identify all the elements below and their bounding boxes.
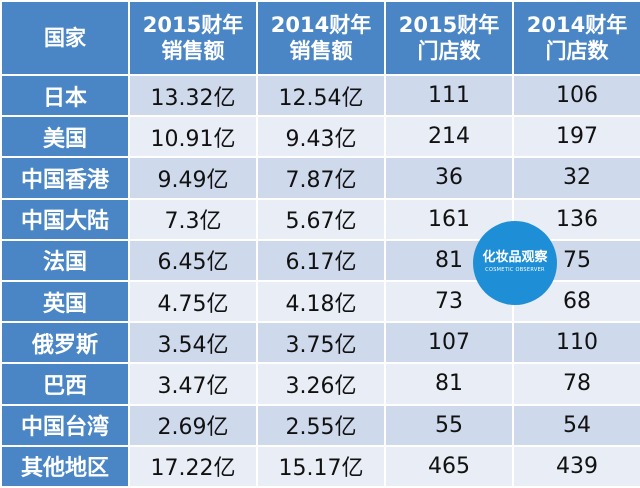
row-stores-2015: 161 [384,197,514,241]
row-country: 英国 [0,279,130,324]
row-sales-2014: 3.75亿 [256,321,386,365]
header-stores-2015: 2015财年 门店数 [384,0,514,76]
row-sales-2014: 4.18亿 [256,279,386,324]
row-stores-2015: 55 [384,403,514,447]
row-stores-2014: 439 [512,444,640,488]
row-sales-2015: 17.22亿 [128,444,258,488]
header-stores-2014-line1: 2014财年 [526,13,628,37]
header-stores-2014-line2: 门店数 [545,39,609,63]
row-stores-2015: 107 [384,321,514,365]
row-sales-2015: 7.3亿 [128,197,258,241]
row-country: 美国 [0,115,130,159]
row-stores-2015: 111 [384,73,514,118]
row-sales-2015: 2.69亿 [128,403,258,447]
row-stores-2015: 465 [384,444,514,488]
header-stores-2015-line2: 门店数 [417,39,481,63]
row-sales-2015: 4.75亿 [128,279,258,324]
row-sales-2015: 10.91亿 [128,115,258,159]
row-stores-2014: 78 [512,362,640,406]
row-stores-2014: 54 [512,403,640,447]
table-row: 俄罗斯 3.54亿 3.75亿 107 110 [0,321,640,365]
header-row: 国家 2015财年 销售额 2014财年 销售额 2015财年 门店数 2014… [0,0,640,76]
row-country: 俄罗斯 [0,321,130,365]
row-sales-2015: 9.49亿 [128,156,258,200]
table-row: 日本 13.32亿 12.54亿 111 106 [0,73,640,118]
row-stores-2015: 36 [384,156,514,200]
header-stores-2014: 2014财年 门店数 [512,0,640,76]
row-country: 其他地区 [0,444,130,488]
row-stores-2014: 32 [512,156,640,200]
table-row: 美国 10.91亿 9.43亿 214 197 [0,115,640,159]
watermark-title: 化妆品观察 [482,250,548,265]
row-stores-2014: 106 [512,73,640,118]
row-stores-2015: 214 [384,115,514,159]
table-header: 国家 2015财年 销售额 2014财年 销售额 2015财年 门店数 2014… [0,0,640,76]
row-sales-2014: 9.43亿 [256,115,386,159]
header-country: 国家 [0,0,130,76]
row-sales-2014: 2.55亿 [256,403,386,447]
table-row: 中国大陆 7.3亿 5.67亿 161 136 [0,197,640,241]
row-stores-2014: 197 [512,115,640,159]
row-country: 中国台湾 [0,403,130,447]
table-row: 中国香港 9.49亿 7.87亿 36 32 [0,156,640,200]
header-sales-2014: 2014财年 销售额 [256,0,386,76]
table-row: 其他地区 17.22亿 15.17亿 465 439 [0,444,640,488]
row-stores-2015: 73 [384,279,514,324]
row-sales-2014: 6.17亿 [256,238,386,282]
header-stores-2015-line1: 2015财年 [398,13,500,37]
watermark-subtitle: COSMETIC OBSERVER [485,267,545,273]
row-sales-2015: 3.54亿 [128,321,258,365]
header-sales-2015-line2: 销售额 [161,39,225,63]
watermark-logo: 化妆品观察 COSMETIC OBSERVER [473,221,557,305]
row-sales-2015: 6.45亿 [128,238,258,282]
row-stores-2014: 110 [512,321,640,365]
table-row: 中国台湾 2.69亿 2.55亿 55 54 [0,403,640,447]
row-sales-2014: 5.67亿 [256,197,386,241]
header-sales-2014-line1: 2014财年 [270,13,372,37]
header-sales-2014-line2: 销售额 [289,39,353,63]
header-sales-2015-line1: 2015财年 [142,13,244,37]
header-sales-2015: 2015财年 销售额 [128,0,258,76]
row-country: 法国 [0,238,130,282]
row-sales-2014: 15.17亿 [256,444,386,488]
table-body: 日本 13.32亿 12.54亿 111 106 美国 10.91亿 9.43亿… [0,73,640,488]
row-sales-2015: 3.47亿 [128,362,258,406]
row-country: 巴西 [0,362,130,406]
table-row: 英国 4.75亿 4.18亿 73 68 [0,279,640,324]
row-sales-2015: 13.32亿 [128,73,258,118]
header-country-label: 国家 [44,26,86,50]
row-country: 中国香港 [0,156,130,200]
table-row: 巴西 3.47亿 3.26亿 81 78 [0,362,640,406]
row-sales-2014: 3.26亿 [256,362,386,406]
row-country: 日本 [0,73,130,118]
row-sales-2014: 12.54亿 [256,73,386,118]
row-country: 中国大陆 [0,197,130,241]
row-stores-2015: 81 [384,362,514,406]
row-sales-2014: 7.87亿 [256,156,386,200]
